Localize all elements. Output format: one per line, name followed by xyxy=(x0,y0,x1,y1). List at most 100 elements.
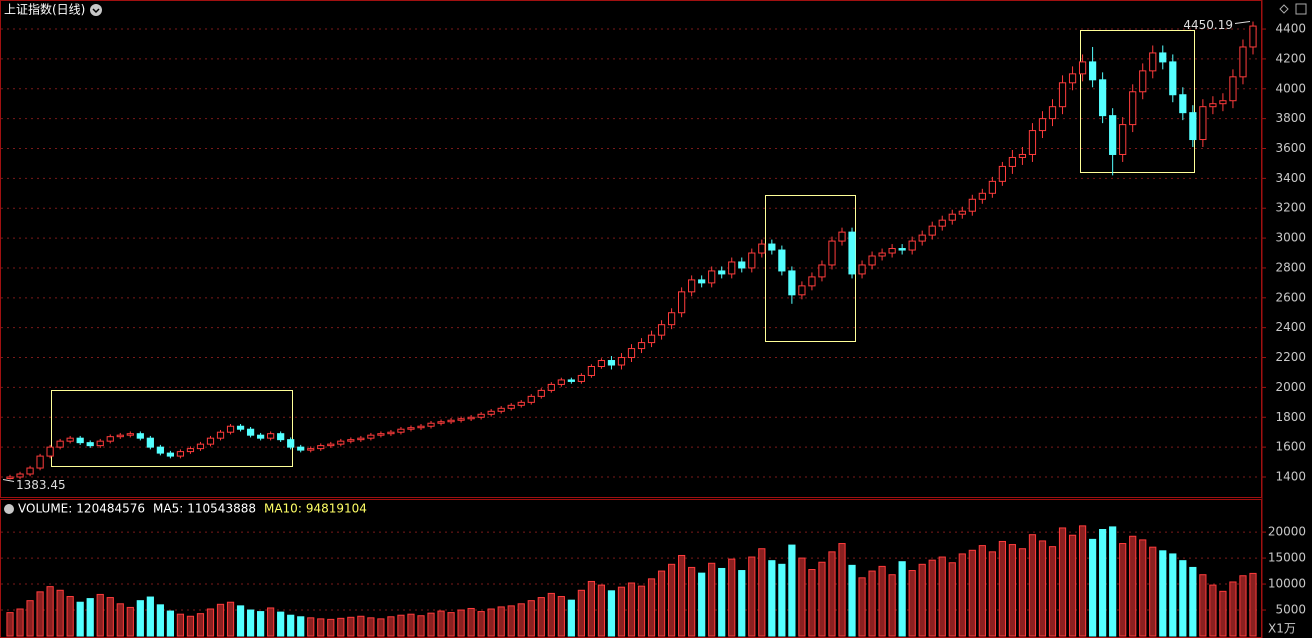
volume-bar xyxy=(1169,553,1177,637)
volume-bar xyxy=(617,586,626,637)
candle-body xyxy=(287,439,295,448)
volume-bar xyxy=(577,589,585,637)
volume-bar xyxy=(557,596,565,637)
candle-body xyxy=(1058,82,1067,108)
volume-bar xyxy=(447,612,455,637)
min-price-pointer xyxy=(2,478,15,482)
volume-bar xyxy=(728,558,736,637)
volume-bar xyxy=(467,607,475,637)
volume-bar xyxy=(517,603,525,637)
candle-body xyxy=(186,448,195,453)
volume-bar xyxy=(1179,560,1187,637)
candle-body xyxy=(958,210,966,215)
volume-bar xyxy=(828,551,836,637)
candle-body xyxy=(838,231,846,242)
candle-body xyxy=(257,434,265,439)
candle-body xyxy=(938,219,946,227)
volume-bar xyxy=(477,611,485,637)
volume-header-label: MA10: xyxy=(264,502,302,516)
volume-bar xyxy=(1119,543,1127,637)
volume-bar xyxy=(808,569,816,637)
volume-bar xyxy=(738,570,746,637)
volume-bar xyxy=(427,612,435,637)
volume-bar xyxy=(146,596,154,637)
volume-bar xyxy=(768,560,776,637)
candle-body xyxy=(1139,70,1147,93)
volume-tick-label: 15000 xyxy=(1268,551,1306,565)
volume-menu-icon[interactable] xyxy=(4,504,14,514)
y-tick-label: 2800 xyxy=(1275,260,1306,274)
volume-bar xyxy=(397,614,405,637)
candle-body xyxy=(637,342,646,350)
volume-bar xyxy=(688,566,696,637)
candle-body xyxy=(688,279,696,293)
candle-body xyxy=(327,443,335,447)
candle-body xyxy=(828,240,836,266)
volume-bar xyxy=(1088,538,1097,637)
volume-bar xyxy=(1249,572,1257,637)
volume-bar xyxy=(317,618,325,637)
candle-body xyxy=(1109,115,1117,155)
settings-icon[interactable] xyxy=(1279,4,1289,14)
y-tick-label: 1600 xyxy=(1275,440,1306,454)
candle-body xyxy=(26,467,34,475)
volume-bar xyxy=(597,584,606,637)
candle-body xyxy=(106,436,114,442)
volume-bar xyxy=(1209,584,1217,637)
candle-body xyxy=(667,312,676,326)
volume-bar xyxy=(537,597,545,637)
volume-bar xyxy=(1038,540,1047,637)
candle-body xyxy=(657,324,666,336)
window-icon[interactable] xyxy=(1295,3,1307,15)
candle-body xyxy=(56,440,64,448)
volume-bar xyxy=(76,601,84,637)
candle-body xyxy=(758,243,766,254)
candle-body xyxy=(678,291,686,314)
volume-bar xyxy=(858,577,866,637)
volume-bar xyxy=(998,540,1006,637)
candle-body xyxy=(267,433,275,439)
volume-bar xyxy=(708,562,716,637)
candle-body xyxy=(627,348,636,359)
volume-bar xyxy=(6,612,14,637)
candle-body xyxy=(277,433,285,441)
volume-bar xyxy=(718,567,726,637)
volume-bar xyxy=(176,613,185,637)
volume-bar xyxy=(1189,566,1197,637)
volume-bar xyxy=(437,610,445,637)
volume-bar xyxy=(116,603,124,637)
candle-body xyxy=(96,440,104,447)
volume-bar xyxy=(246,609,255,637)
candle-body xyxy=(317,445,325,450)
volume-bar xyxy=(1219,590,1227,637)
volume-bar xyxy=(126,606,134,637)
volume-tick-label: 10000 xyxy=(1268,577,1306,591)
candle-body xyxy=(918,234,926,242)
candle-body xyxy=(206,437,215,445)
volume-bar xyxy=(798,557,806,637)
candle-body xyxy=(848,231,856,275)
candle-body xyxy=(126,433,134,436)
volume-bar xyxy=(788,544,796,637)
candle-body xyxy=(1219,100,1227,105)
candle-body xyxy=(36,455,44,469)
candle-body xyxy=(216,431,225,439)
y-tick-label: 3400 xyxy=(1275,171,1306,185)
volume-bar xyxy=(968,549,976,637)
candle-body xyxy=(1088,61,1097,81)
candle-body xyxy=(16,473,24,478)
volume-bar xyxy=(86,598,94,637)
volume-bar xyxy=(367,617,375,637)
volume-bar xyxy=(257,611,265,637)
candle-body xyxy=(6,476,14,479)
y-tick-label: 3600 xyxy=(1275,141,1306,155)
candle-body xyxy=(708,270,716,284)
candle-body xyxy=(196,443,205,450)
candle-body xyxy=(407,427,415,430)
title-menu-icon[interactable] xyxy=(90,4,102,16)
candle-body xyxy=(898,248,906,251)
y-tick-label: 1800 xyxy=(1275,410,1306,424)
candle-body xyxy=(1159,52,1167,63)
candle-body xyxy=(236,425,245,430)
volume-bar xyxy=(26,600,34,637)
